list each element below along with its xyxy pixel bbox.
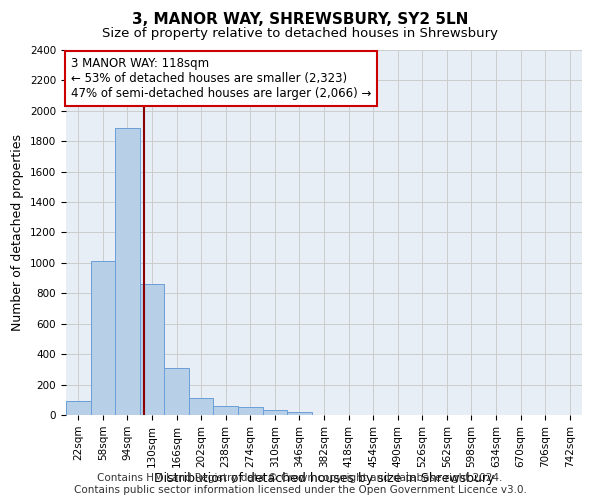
Bar — [238, 408, 263, 415]
Bar — [66, 402, 91, 415]
Text: 3 MANOR WAY: 118sqm
← 53% of detached houses are smaller (2,323)
47% of semi-det: 3 MANOR WAY: 118sqm ← 53% of detached ho… — [71, 58, 371, 100]
Bar — [189, 398, 214, 415]
Text: 3, MANOR WAY, SHREWSBURY, SY2 5LN: 3, MANOR WAY, SHREWSBURY, SY2 5LN — [132, 12, 468, 28]
Bar — [214, 406, 238, 415]
X-axis label: Distribution of detached houses by size in Shrewsbury: Distribution of detached houses by size … — [154, 472, 494, 486]
Y-axis label: Number of detached properties: Number of detached properties — [11, 134, 25, 331]
Bar — [263, 410, 287, 415]
Bar — [140, 284, 164, 415]
Bar — [287, 412, 312, 415]
Bar — [91, 262, 115, 415]
Bar — [164, 368, 189, 415]
Text: Contains HM Land Registry data © Crown copyright and database right 2024.
Contai: Contains HM Land Registry data © Crown c… — [74, 474, 526, 495]
Text: Size of property relative to detached houses in Shrewsbury: Size of property relative to detached ho… — [102, 28, 498, 40]
Bar — [115, 128, 140, 415]
